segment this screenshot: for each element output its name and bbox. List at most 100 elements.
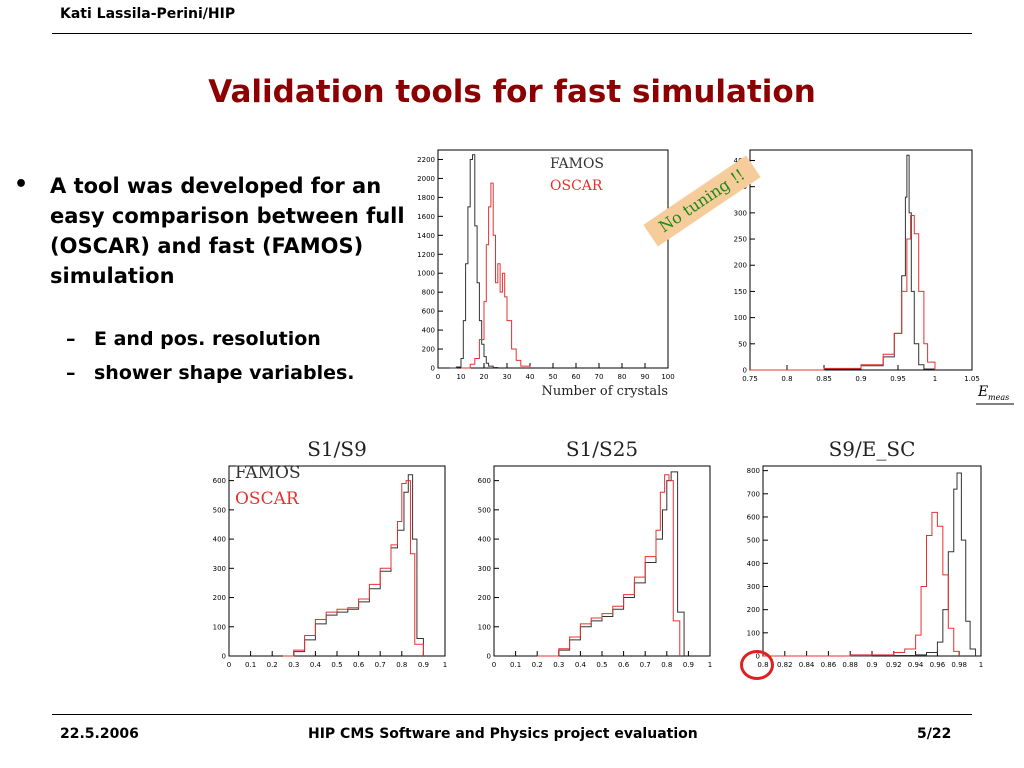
- plot-frame: [749, 149, 973, 371]
- x-tick-label: 0.2: [532, 661, 543, 669]
- x-tick-label: 0.9: [855, 375, 866, 383]
- bullet-text: A tool was developed for an easy compari…: [50, 174, 405, 288]
- header-rule: [52, 33, 972, 34]
- x-tick-label: 0.9: [683, 661, 694, 669]
- x-tick-label: 0.95: [890, 375, 906, 383]
- slide-title: Validation tools for fast simulation: [208, 74, 816, 110]
- y-tick-label: 100: [734, 314, 747, 322]
- y-tick-label: 1600: [417, 213, 435, 221]
- y-tick-label: 500: [213, 506, 226, 514]
- x-tick-label: 10: [457, 373, 466, 381]
- y-tick-label: 800: [422, 289, 435, 297]
- plot-frame: [228, 465, 446, 657]
- y-tick-label: 100: [747, 629, 760, 637]
- y-tick-label: 500: [478, 506, 491, 514]
- y-tick-label: 200: [734, 262, 747, 270]
- series-line-oscar: [461, 182, 531, 369]
- series-line-oscar: [750, 214, 936, 371]
- y-tick-label: 0: [743, 367, 747, 375]
- x-tick-label: 60: [572, 373, 581, 381]
- series-line-oscar: [537, 474, 681, 657]
- chart-title: S9/E_SC: [829, 437, 916, 461]
- x-tick-label: 20: [480, 373, 489, 381]
- x-tick-label: 1: [443, 661, 447, 669]
- x-tick-label: 0.2: [267, 661, 278, 669]
- y-tick-label: 2200: [417, 156, 435, 164]
- x-tick-label: 0.94: [908, 661, 924, 669]
- x-tick-label: 1.05: [964, 375, 980, 383]
- y-tick-label: 1200: [417, 251, 435, 259]
- x-tick-label: 0.6: [353, 661, 365, 669]
- y-tick-label: 300: [213, 565, 226, 573]
- y-tick-label: 500: [747, 537, 760, 545]
- series-line-oscar: [283, 480, 424, 657]
- s9-esc-histogram: 0.8 0.82 0.84 0.86 0.88 0.9 0.92 0.94 0.96 0.98 10…: [747, 437, 984, 669]
- y-tick-label: 400: [747, 560, 760, 568]
- x-tick-label: 1: [708, 661, 712, 669]
- y-tick-label: 0: [431, 365, 435, 373]
- footer-date: 22.5.2006: [60, 726, 139, 742]
- emeas-histogram: 0.75 0.8 0.85 0.9 0.95 1 1.05 0 50 100 150 200 250 30…: [734, 149, 1014, 405]
- x-tick-label: 0.8: [396, 661, 407, 669]
- x-tick-label: 0.86: [821, 661, 837, 669]
- legend-famos: FAMOS: [235, 463, 301, 483]
- y-tick-label: 300: [734, 209, 747, 217]
- x-axis-label-subscript: meas: [988, 393, 1009, 402]
- sub-bullet-marker: –: [66, 362, 76, 384]
- y-tick-label: 2000: [417, 175, 435, 183]
- y-tick-label: 0: [222, 653, 226, 661]
- legend-famos: FAMOS: [550, 156, 604, 172]
- x-tick-label: 0.85: [816, 375, 832, 383]
- x-tick-label: 0.4: [310, 661, 322, 669]
- s1-s25-histogram: 0 0.1 0.2 0.3 0.4 0.5 0.6 0.7 0.8 0.9 1 0 100 200 300 4…: [478, 437, 713, 669]
- s1-s9-histogram: 0 0.1 0.2 0.3 0.4 0.5 0.6 0.7 0.8 0.9 1 0 100 200 300 4…: [213, 437, 448, 669]
- y-tick-label: 600: [213, 477, 226, 485]
- x-tick-label: 50: [549, 373, 558, 381]
- y-tick-label: 0: [487, 653, 491, 661]
- x-tick-label: 100: [661, 373, 674, 381]
- x-tick-label: 0: [492, 661, 496, 669]
- footer-rule: [52, 714, 972, 715]
- highlight-circle: [740, 650, 774, 680]
- header-author: Kati Lassila-Perini/HIP: [60, 6, 236, 22]
- x-tick-label: 0.84: [799, 661, 815, 669]
- y-tick-label: 1000: [417, 270, 435, 278]
- x-tick-label: 0.5: [331, 661, 342, 669]
- x-tick-label: 1: [933, 375, 937, 383]
- series-line-famos: [449, 154, 499, 369]
- sub-bullet-shower-shape: shower shape variables.: [94, 362, 355, 384]
- y-tick-label: 600: [747, 513, 760, 521]
- bullet-marker: •: [14, 172, 29, 197]
- x-tick-label: 40: [526, 373, 535, 381]
- x-tick-label: 0.9: [866, 661, 877, 669]
- y-tick-label: 400: [213, 536, 226, 544]
- plot-frame: [493, 465, 711, 657]
- sub-bullet-marker: –: [66, 328, 76, 350]
- y-tick-label: 100: [213, 623, 226, 631]
- legend-oscar: OSCAR: [550, 178, 603, 194]
- y-tick-label: 200: [422, 346, 435, 354]
- x-tick-label: 0.96: [930, 661, 946, 669]
- x-axis-label: E: [977, 384, 988, 400]
- x-tick-label: 1: [979, 661, 983, 669]
- x-tick-label: 0.7: [640, 661, 651, 669]
- series-line-oscar: [763, 511, 960, 657]
- x-tick-label: 0.1: [510, 661, 521, 669]
- y-tick-label: 400: [422, 327, 435, 335]
- x-tick-label: 0.98: [951, 661, 967, 669]
- y-tick-label: 600: [478, 477, 491, 485]
- legend-oscar: OSCAR: [235, 489, 300, 509]
- x-tick-label: 30: [503, 373, 512, 381]
- y-tick-label: 200: [747, 606, 760, 614]
- x-tick-label: 0.5: [596, 661, 607, 669]
- x-tick-label: 0.7: [375, 661, 386, 669]
- series-line-famos: [750, 154, 936, 371]
- x-tick-label: 80: [618, 373, 627, 381]
- x-tick-label: 0.4: [575, 661, 587, 669]
- series-line-famos: [763, 472, 977, 657]
- x-tick-label: 0.92: [886, 661, 902, 669]
- x-axis-label: Number of crystals: [541, 384, 668, 399]
- y-tick-label: 1800: [417, 194, 435, 202]
- plot-frame: [437, 149, 669, 369]
- y-tick-label: 300: [747, 583, 760, 591]
